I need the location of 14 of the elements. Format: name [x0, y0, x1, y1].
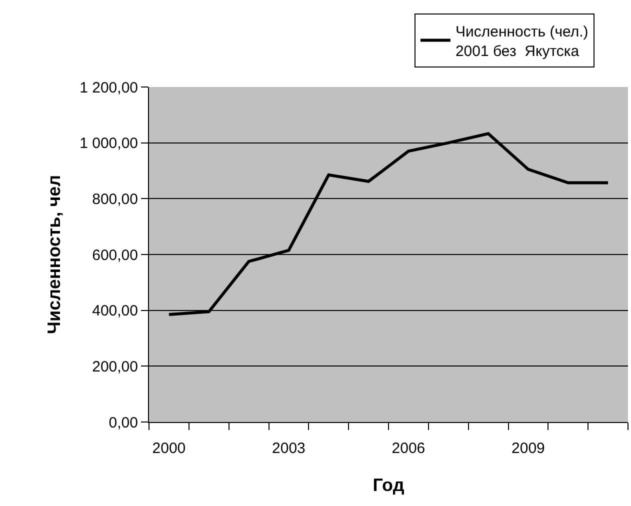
y-tick-label: 200,00	[92, 358, 138, 376]
y-tick-label: 400,00	[92, 302, 138, 320]
y-tick-label: 1 000,00	[80, 135, 138, 152]
legend-label: Численность (чел.) 2001 без Якутска	[455, 23, 588, 60]
x-tick-label: 2000	[152, 440, 186, 457]
y-tick-label: 800,00	[92, 190, 138, 208]
y-tick-label: 0,00	[108, 414, 138, 432]
x-tick-label: 2003	[272, 440, 306, 457]
x-tick-label: 2006	[392, 440, 426, 457]
y-tick-label: 600,00	[92, 246, 138, 264]
y-tick-label: 1 200,00	[80, 79, 138, 96]
x-tick-label: 2009	[512, 440, 545, 457]
x-axis-title: Год	[372, 475, 405, 496]
y-axis-title: Численность, чел	[44, 174, 64, 334]
